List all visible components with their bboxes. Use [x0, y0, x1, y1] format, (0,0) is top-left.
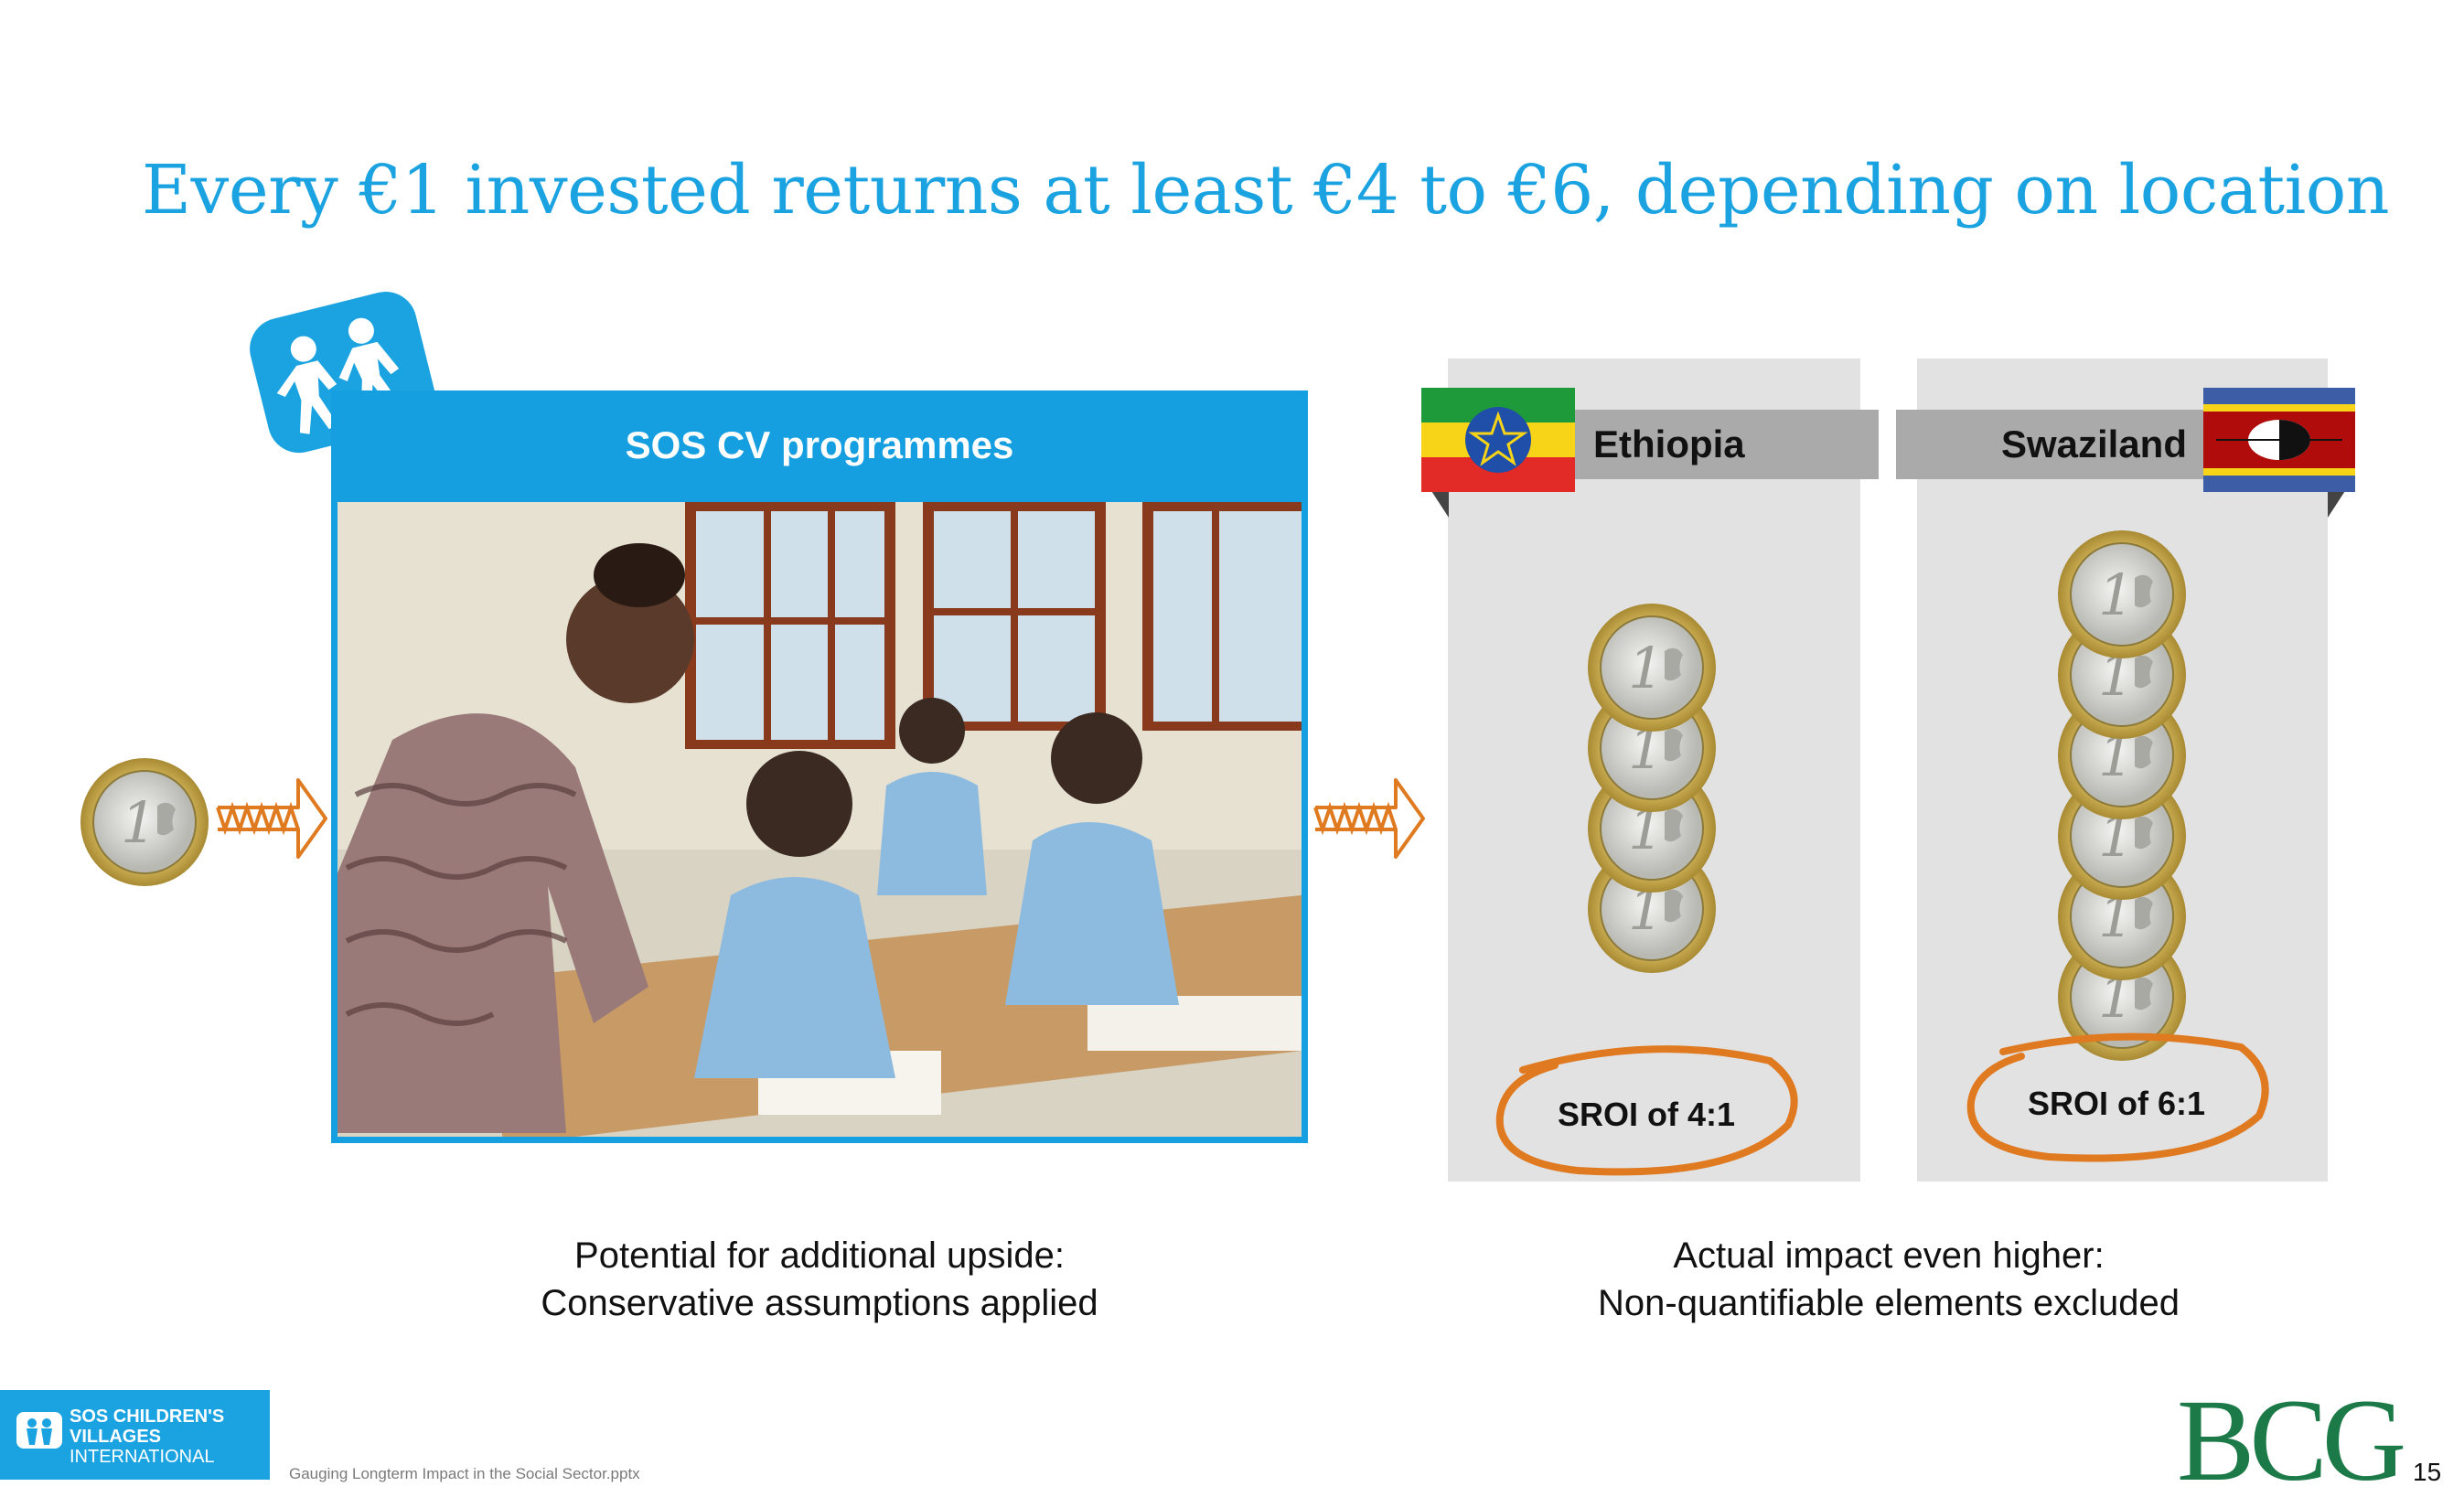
caption-line: Potential for additional upside:: [574, 1235, 1065, 1276]
programme-heading: SOS CV programmes: [625, 423, 1014, 466]
programme-caption: Potential for additional upside: Conserv…: [454, 1232, 1185, 1327]
sroi-circle-icon: [1966, 1032, 2269, 1162]
swaziland-sroi: SROI of 6:1: [2028, 1085, 2206, 1122]
classroom-photo: [337, 502, 1302, 1137]
caption-line: Conservative assumptions applied: [541, 1283, 1098, 1323]
ethiopia-flag-icon: [1421, 388, 1575, 492]
euro-coin-icon: [80, 758, 209, 886]
bcg-logo: BCG: [2177, 1375, 2406, 1505]
sos-footer-logo: SOS CHILDREN'S VILLAGES INTERNATIONAL: [0, 1390, 270, 1480]
swaziland-flag-icon: [2203, 388, 2355, 492]
slide-title: Every €1 invested returns at least €4 to…: [142, 151, 2390, 230]
euro-coin-icon: [2057, 530, 2187, 659]
ethiopia-sroi: SROI of 4:1: [1558, 1096, 1736, 1133]
arrow-right-icon: [1313, 778, 1425, 859]
euro-coin-icon: [1587, 604, 1717, 733]
sos-logo-line: SOS CHILDREN'S: [70, 1406, 225, 1427]
coin-stack-ethiopia: [1587, 604, 1717, 974]
footer-filename: Gauging Longterm Impact in the Social Se…: [289, 1465, 640, 1482]
country-label: Swaziland: [2000, 422, 2187, 465]
page-number: 15: [2413, 1458, 2442, 1486]
sroi-circle-icon: [1495, 1045, 1798, 1176]
sos-logo-line: VILLAGES: [70, 1427, 162, 1447]
swaziland-banner: Swaziland: [1896, 410, 2207, 479]
caption-line: Non-quantifiable elements excluded: [1598, 1283, 2180, 1323]
coin-stack-swaziland: [2057, 530, 2187, 1061]
arrow-right-icon: [216, 778, 327, 859]
sos-logo-icon: [16, 1412, 62, 1449]
country-label: Ethiopia: [1593, 422, 1745, 465]
ethiopia-banner: Ethiopia: [1573, 410, 1879, 479]
sos-logo-line: INTERNATIONAL: [70, 1447, 215, 1467]
impact-caption: Actual impact even higher: Non-quantifia…: [1523, 1232, 2255, 1327]
caption-line: Actual impact even higher:: [1673, 1235, 2105, 1276]
